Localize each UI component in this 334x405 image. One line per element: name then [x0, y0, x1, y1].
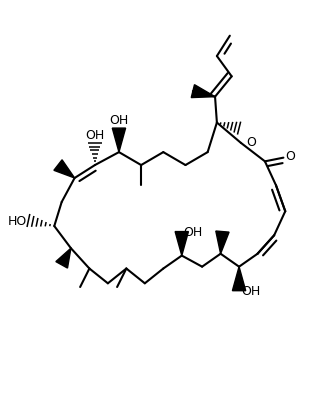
Polygon shape: [56, 249, 71, 269]
Polygon shape: [112, 129, 126, 153]
Polygon shape: [232, 267, 246, 291]
Polygon shape: [216, 231, 229, 254]
Text: OH: OH: [241, 284, 260, 297]
Text: OH: OH: [184, 226, 203, 239]
Text: O: O: [285, 150, 295, 163]
Polygon shape: [175, 232, 188, 256]
Text: O: O: [246, 135, 256, 148]
Text: HO: HO: [7, 215, 27, 228]
Text: OH: OH: [109, 114, 129, 127]
Polygon shape: [54, 160, 74, 179]
Polygon shape: [191, 85, 215, 98]
Text: OH: OH: [85, 129, 105, 142]
